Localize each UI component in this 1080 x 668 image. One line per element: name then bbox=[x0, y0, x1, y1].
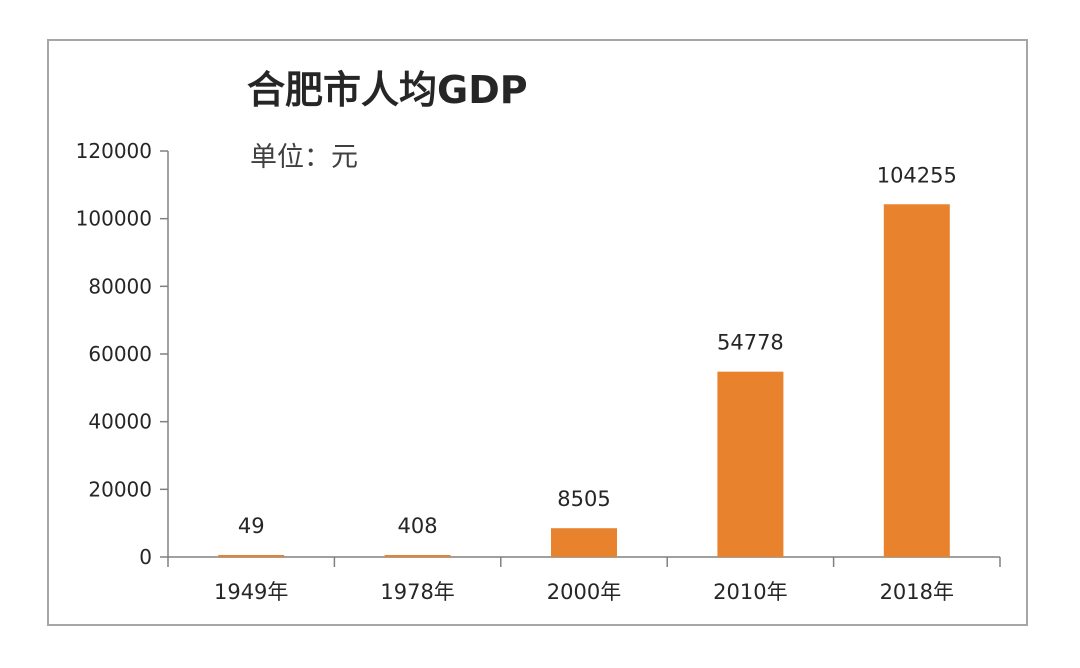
y-tick-label: 0 bbox=[139, 545, 152, 569]
chart-title: 合肥市人均GDP bbox=[247, 68, 528, 112]
y-tick-label: 60000 bbox=[88, 342, 152, 366]
y-tick-label: 40000 bbox=[88, 410, 152, 434]
chart-subtitle: 单位：元 bbox=[250, 142, 358, 173]
y-tick-label: 100000 bbox=[76, 207, 152, 231]
y-tick-label: 80000 bbox=[88, 274, 152, 298]
y-tick-label: 120000 bbox=[76, 139, 152, 163]
data-label: 8505 bbox=[557, 487, 610, 511]
y-axis: 0 20000 40000 60000 80000 100000 120000 bbox=[76, 139, 169, 569]
data-label: 408 bbox=[398, 514, 438, 538]
bar-2010年 bbox=[717, 371, 784, 557]
data-labels: 49 408 8505 54778 104255 bbox=[238, 163, 957, 538]
bar-1949年 bbox=[218, 555, 285, 557]
x-tick-label: 1978年 bbox=[380, 580, 454, 604]
bar-2018年 bbox=[883, 204, 950, 558]
x-tick-label: 2000年 bbox=[547, 580, 621, 604]
data-label: 54778 bbox=[717, 331, 784, 355]
y-tick-label: 20000 bbox=[88, 477, 152, 501]
x-tick-label: 2018年 bbox=[880, 580, 954, 604]
bar-2000年 bbox=[551, 528, 617, 557]
bar-1978年 bbox=[384, 555, 451, 557]
x-tick-label: 2010年 bbox=[713, 580, 787, 604]
data-label: 49 bbox=[238, 514, 265, 538]
chart-frame bbox=[47, 39, 1028, 626]
x-axis: 1949年 1978年 2000年 2010年 2018年 bbox=[167, 556, 1001, 604]
data-label: 104255 bbox=[877, 163, 957, 187]
x-tick-label: 1949年 bbox=[214, 580, 288, 604]
bar-series bbox=[218, 204, 950, 558]
